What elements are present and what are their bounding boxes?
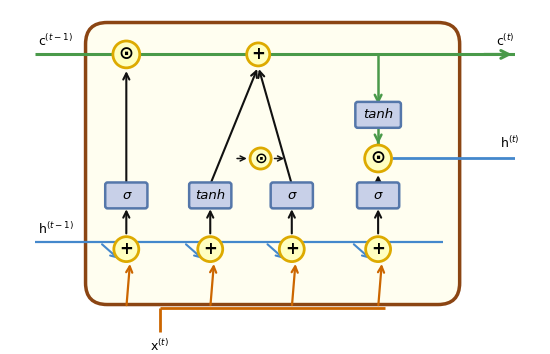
Text: h$^{(t-1)}$: h$^{(t-1)}$ (37, 221, 74, 237)
Text: +: + (119, 240, 133, 258)
FancyBboxPatch shape (189, 182, 232, 209)
Text: σ: σ (288, 189, 296, 202)
Text: σ: σ (374, 189, 382, 202)
Circle shape (113, 41, 140, 68)
Text: +: + (204, 240, 217, 258)
Text: h$^{(t)}$: h$^{(t)}$ (500, 135, 520, 151)
Circle shape (250, 148, 271, 169)
Circle shape (114, 237, 139, 262)
Circle shape (247, 43, 270, 66)
Circle shape (198, 237, 223, 262)
Text: x$^{(t)}$: x$^{(t)}$ (150, 338, 169, 354)
Text: +: + (371, 240, 385, 258)
Text: ⊙: ⊙ (119, 45, 134, 63)
FancyBboxPatch shape (86, 23, 460, 304)
Text: σ: σ (122, 189, 130, 202)
Circle shape (365, 145, 392, 172)
Text: tanh: tanh (195, 189, 226, 202)
Text: +: + (285, 240, 299, 258)
Text: tanh: tanh (363, 108, 393, 121)
Text: ⊙: ⊙ (371, 149, 386, 167)
Text: c$^{(t)}$: c$^{(t)}$ (496, 33, 515, 48)
FancyBboxPatch shape (355, 102, 401, 128)
Text: +: + (251, 45, 265, 63)
FancyBboxPatch shape (271, 182, 313, 209)
Circle shape (279, 237, 304, 262)
FancyBboxPatch shape (357, 182, 399, 209)
Text: ⊙: ⊙ (254, 151, 267, 166)
FancyBboxPatch shape (105, 182, 147, 209)
Text: c$^{(t-1)}$: c$^{(t-1)}$ (37, 33, 73, 48)
Circle shape (366, 237, 390, 262)
